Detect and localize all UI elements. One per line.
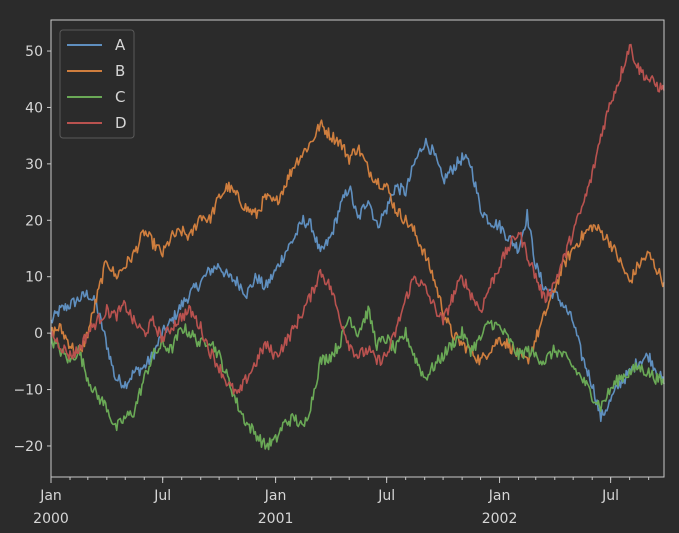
y-tick-label: −10 [13, 383, 43, 399]
legend-label-d: D [115, 114, 127, 132]
y-tick-label: 30 [25, 157, 43, 173]
x-tick-year-label: 2001 [258, 511, 294, 527]
series-line-d [50, 43, 665, 395]
legend-label-a: A [115, 36, 126, 54]
y-tick-label: 0 [34, 326, 43, 342]
legend-box [59, 29, 135, 139]
legend-label-b: B [115, 62, 125, 80]
x-tick-label: Jan [264, 488, 287, 504]
y-axis: −20 −10 0 10 20 30 40 50 [13, 44, 51, 455]
x-tick-label: Jul [601, 488, 619, 504]
axes-frame [50, 19, 665, 478]
y-tick-label: −20 [13, 439, 43, 455]
plot-series-layer [50, 43, 665, 451]
x-tick-year-label: 2000 [33, 511, 69, 527]
x-axis: Jan 2000 Jul Jan 2001 Jul Jan 2002 Jul [33, 477, 650, 527]
series-line-c [50, 305, 665, 451]
x-tick-label: Jul [377, 488, 395, 504]
x-tick-label: Jan [488, 488, 511, 504]
y-tick-label: 10 [25, 270, 43, 286]
legend-label-c: C [115, 88, 125, 106]
x-tick-year-label: 2002 [482, 511, 518, 527]
y-tick-label: 20 [25, 213, 43, 229]
x-tick-label: Jan [39, 488, 62, 504]
y-tick-label: 40 [25, 100, 43, 116]
x-tick-label: Jul [153, 488, 171, 504]
y-tick-label: 50 [25, 44, 43, 60]
